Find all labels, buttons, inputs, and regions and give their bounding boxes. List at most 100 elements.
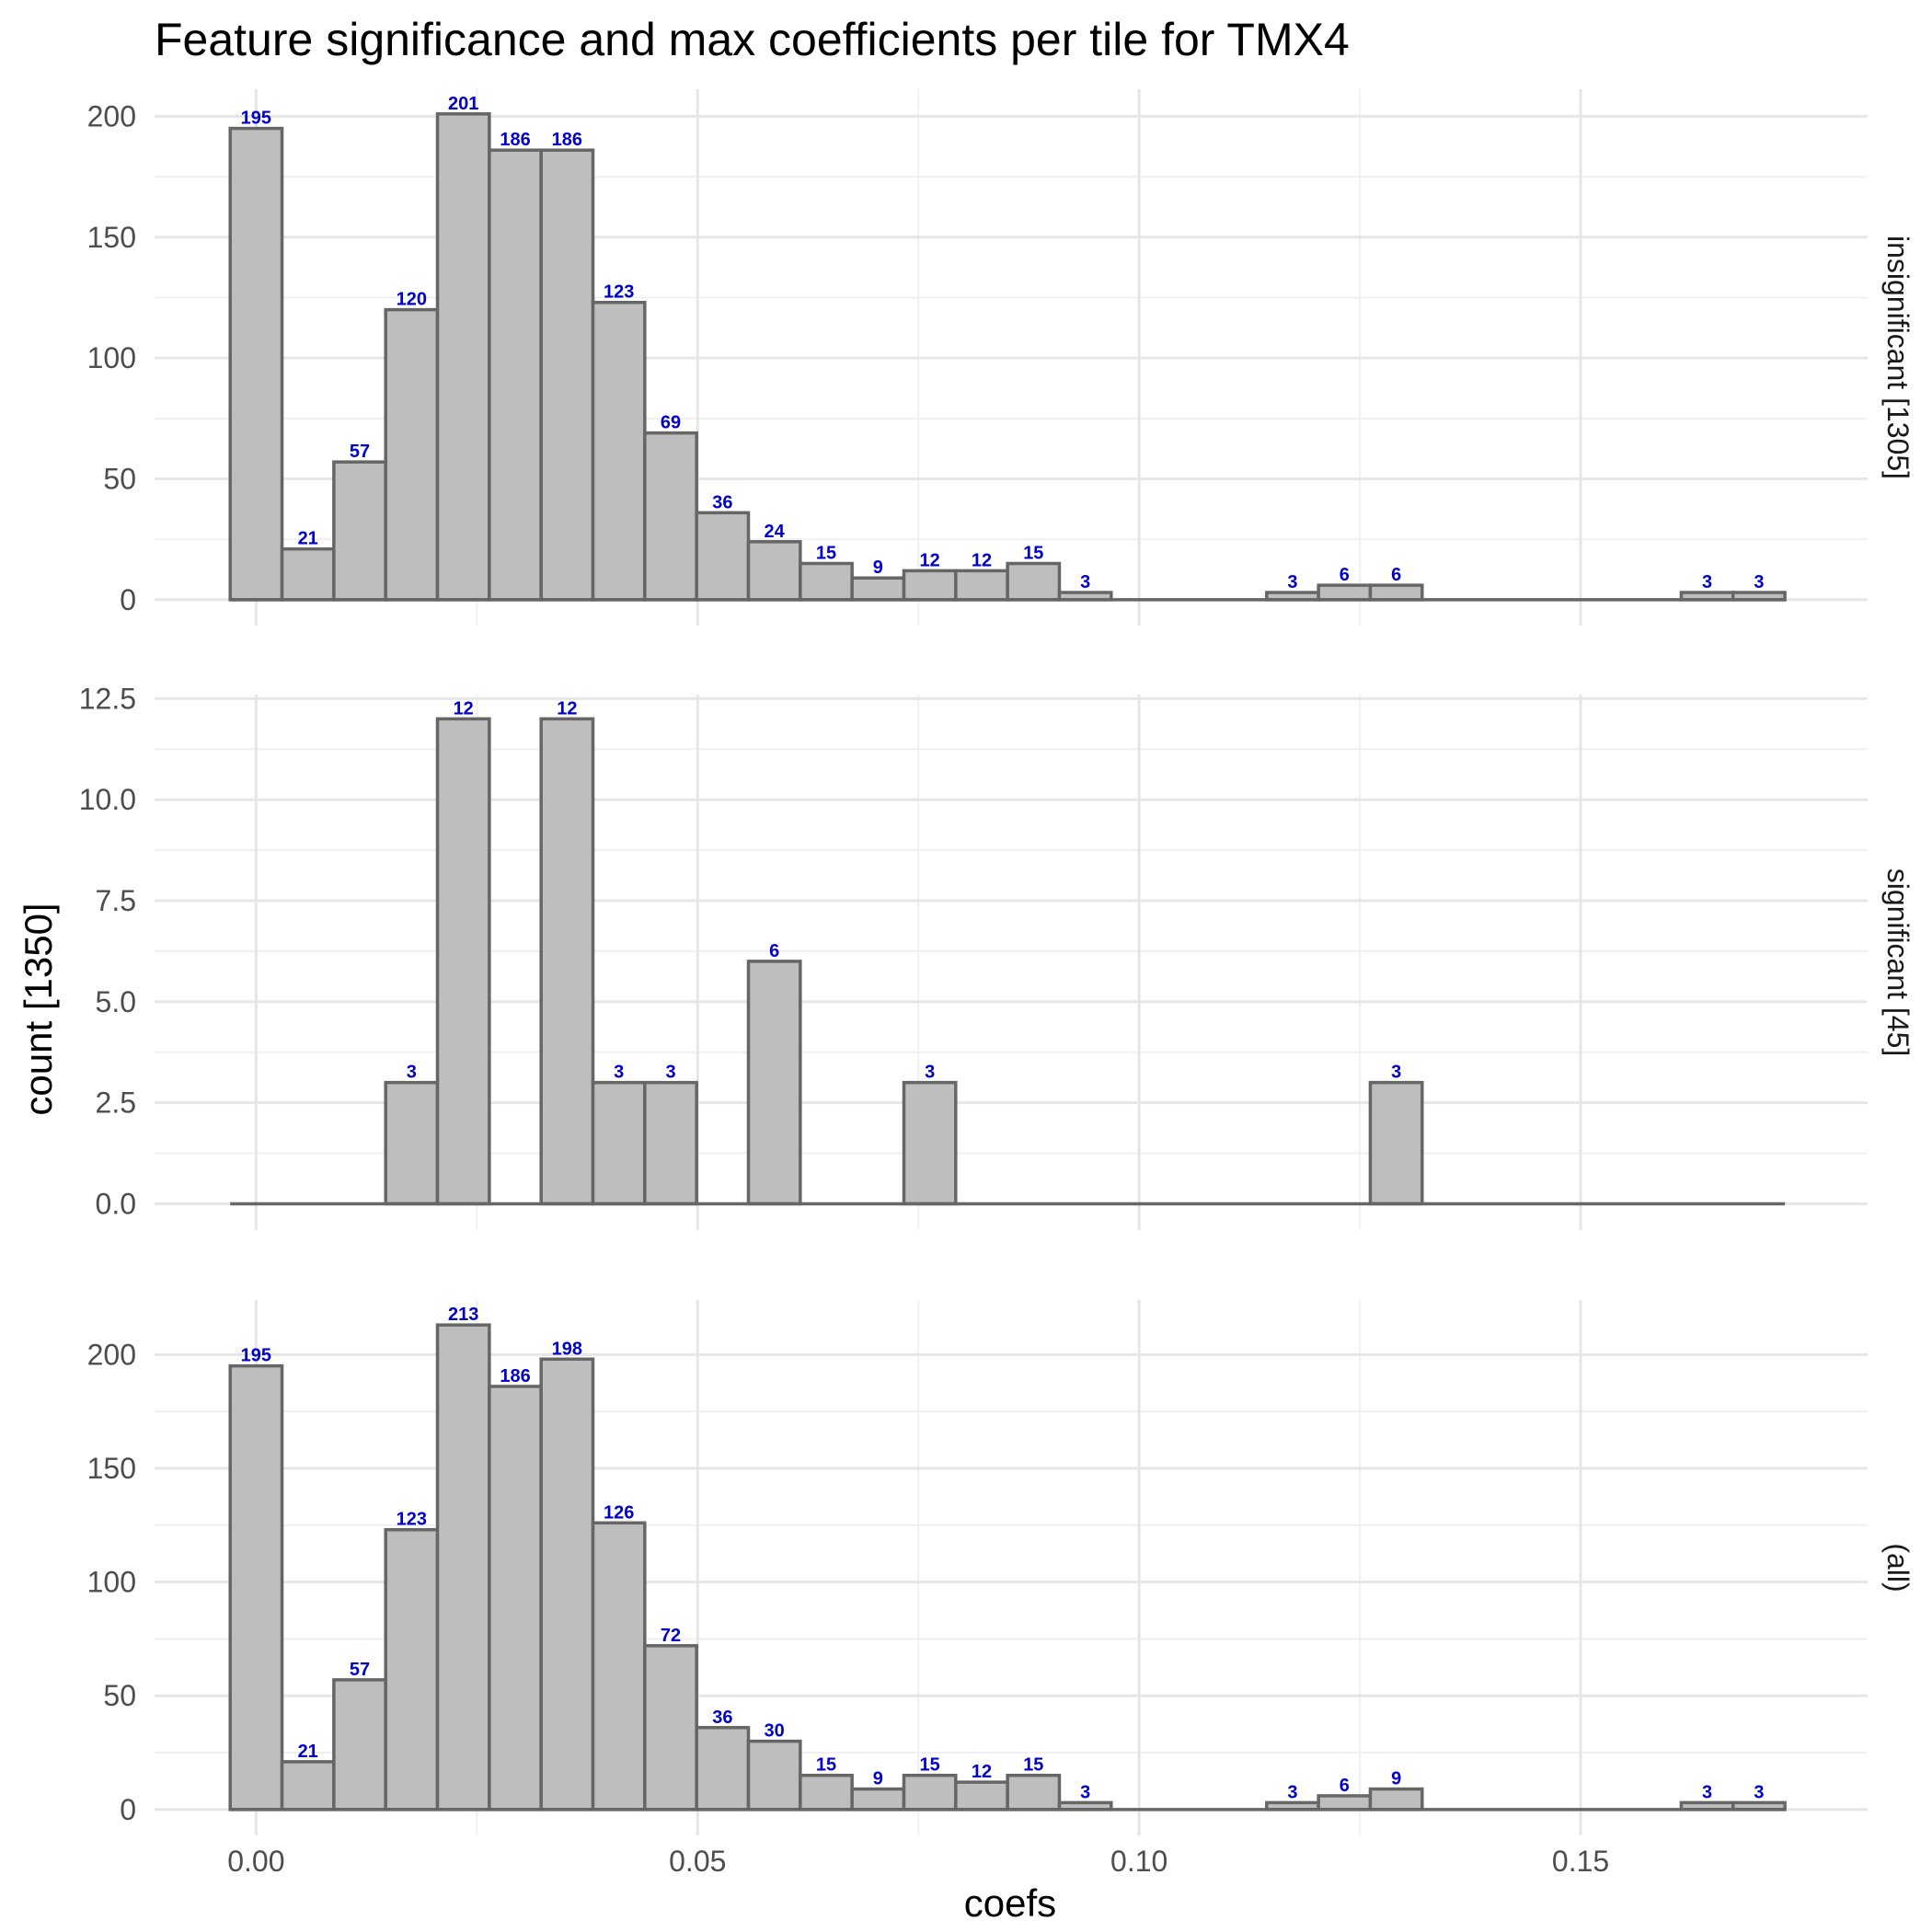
bar-count-label: 6	[1340, 565, 1350, 585]
histogram-bar	[746, 960, 802, 1206]
histogram-bar	[228, 126, 284, 602]
histogram-bar	[799, 561, 854, 602]
facet-strip-label: (all)	[1881, 1543, 1915, 1592]
histogram-bar	[539, 717, 595, 1206]
bar-count-label: 213	[448, 1305, 478, 1325]
bar-count-label: 6	[1340, 1776, 1350, 1796]
histogram-bar	[695, 511, 751, 602]
bar-count-label: 123	[604, 282, 634, 303]
y-tick-label: 200	[87, 99, 136, 132]
bar-count-label: 3	[1754, 572, 1764, 592]
histogram-bar	[591, 1521, 647, 1811]
bar-count-label: 186	[552, 130, 582, 150]
bar-count-label: 3	[1287, 1782, 1297, 1802]
bar-count-label: 15	[1023, 1755, 1043, 1776]
y-axis-title: count [1350]	[17, 903, 60, 1115]
bar-count-label: 3	[1702, 1782, 1712, 1802]
histogram-bar	[488, 148, 543, 602]
y-tick-label: 0	[120, 1793, 136, 1826]
bar-count-label: 9	[873, 558, 883, 578]
histogram-bar	[435, 1323, 491, 1811]
bar-count-label: 36	[712, 492, 732, 512]
bar-count-label: 126	[604, 1502, 634, 1523]
y-tick-label: 50	[103, 463, 136, 496]
histogram-bar	[799, 1773, 854, 1811]
bar-count-label: 69	[661, 413, 681, 433]
bar-count-label: 3	[925, 1063, 935, 1083]
bar-count-label: 186	[500, 130, 530, 150]
histogram-bar	[850, 1787, 906, 1811]
x-tick-label: 0.00	[227, 1845, 284, 1878]
histogram-bar	[384, 307, 440, 602]
histogram-bar	[643, 1080, 698, 1206]
histogram-bar	[746, 1739, 802, 1811]
histogram-bar	[1368, 1787, 1424, 1811]
y-tick-label: 100	[87, 341, 136, 374]
bar-count-label: 15	[920, 1755, 940, 1776]
bar-count-label: 3	[665, 1063, 675, 1083]
y-tick-label: 0.0	[96, 1187, 136, 1220]
histogram-bar	[695, 1726, 751, 1811]
facet-strip-label: insignificant [1305]	[1881, 236, 1915, 479]
bar-count-label: 3	[1080, 572, 1090, 592]
bar-count-label: 24	[765, 522, 786, 542]
histogram-bar	[332, 460, 387, 602]
bar-count-label: 15	[816, 543, 836, 563]
histogram-bar	[228, 1363, 284, 1811]
bar-count-label: 3	[1702, 572, 1712, 592]
bar-count-label: 3	[407, 1063, 417, 1083]
x-tick-label: 0.05	[669, 1845, 726, 1878]
bar-count-label: 30	[765, 1721, 785, 1742]
bar-count-label: 123	[397, 1510, 427, 1530]
bar-count-label: 186	[500, 1366, 530, 1386]
chart-title: Feature significance and max coefficient…	[155, 14, 1350, 65]
x-tick-label: 0.15	[1552, 1845, 1609, 1878]
y-tick-label: 100	[87, 1566, 136, 1599]
histogram-bar	[384, 1080, 440, 1206]
histogram-bar	[435, 717, 491, 1206]
histogram-bar	[384, 1527, 440, 1811]
bar-count-label: 6	[1391, 565, 1401, 585]
y-tick-label: 10.0	[79, 783, 136, 816]
bar-count-label: 9	[873, 1769, 883, 1789]
bar-count-label: 57	[350, 1660, 370, 1680]
x-axis: 0.00 0.05 0.10 0.15	[227, 1845, 1609, 1878]
bar-count-label: 72	[661, 1626, 681, 1646]
bar-count-label: 36	[712, 1708, 732, 1728]
histogram-bar	[539, 1357, 595, 1811]
histogram-bar	[954, 1780, 1009, 1811]
histogram-bar	[643, 1644, 698, 1811]
bar-count-label: 12	[557, 698, 577, 719]
bar-count-label: 120	[397, 290, 427, 310]
bar-count-label: 198	[552, 1339, 582, 1359]
bar-count-label: 15	[1023, 543, 1043, 563]
bar-count-label: 21	[298, 1742, 318, 1762]
histogram-bar	[332, 1678, 387, 1811]
histogram-bar	[591, 300, 647, 602]
histogram-bar	[1317, 1794, 1373, 1811]
y-tick-label: 150	[87, 221, 136, 254]
bar-count-label: 3	[1391, 1063, 1401, 1083]
histogram-bar	[1006, 561, 1062, 602]
bar-count-label: 12	[972, 550, 992, 570]
histogram-bar	[539, 148, 595, 602]
histogram-bar	[591, 1080, 647, 1206]
histogram-bar	[280, 1760, 336, 1811]
histogram-bar	[902, 569, 958, 602]
histogram-bar	[643, 431, 698, 602]
bar-count-label: 195	[241, 1346, 271, 1366]
x-tick-label: 0.10	[1110, 1845, 1167, 1878]
bar-count-label: 201	[448, 94, 478, 114]
histogram-bar	[850, 576, 906, 602]
histogram-bar	[435, 112, 491, 602]
bar-count-label: 12	[454, 698, 474, 719]
bar-count-label: 12	[972, 1762, 992, 1782]
histogram-bar	[746, 540, 802, 602]
bar-count-label: 3	[1080, 1782, 1090, 1802]
bar-count-label: 57	[350, 442, 370, 462]
histogram-bar	[1368, 583, 1424, 602]
